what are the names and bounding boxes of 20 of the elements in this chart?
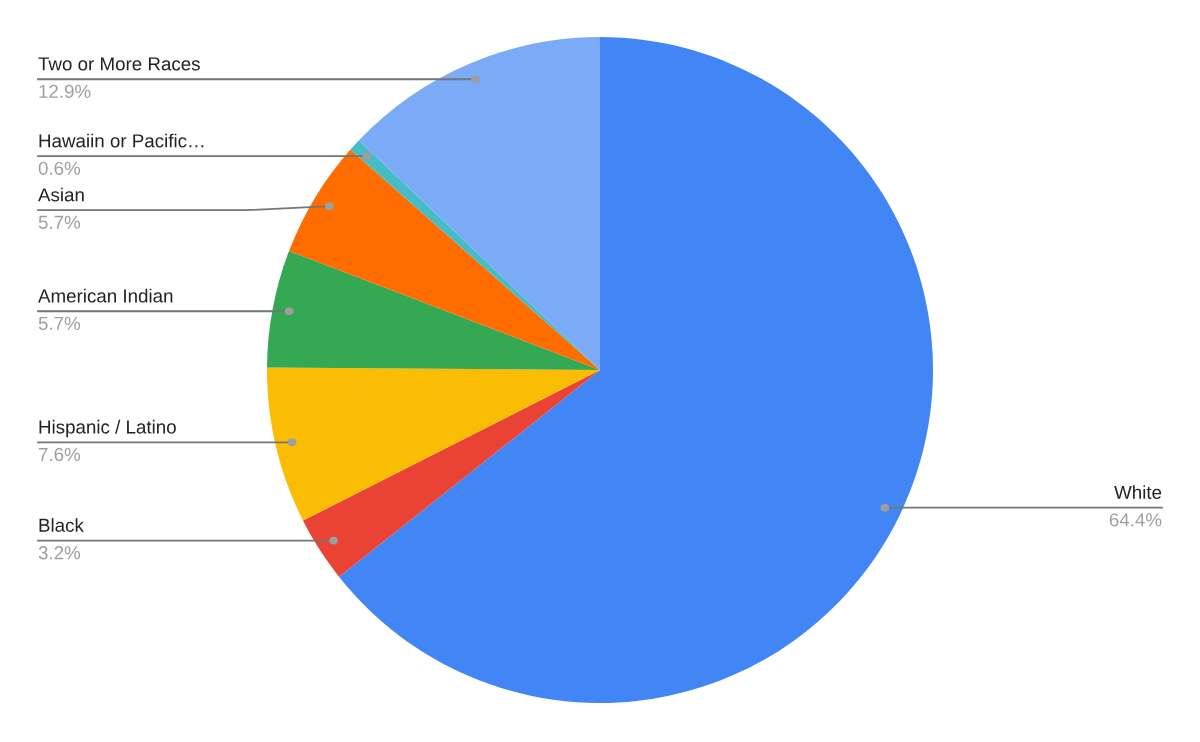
- data-label: 0.6%: [38, 161, 81, 175]
- pie-slice: [289, 149, 600, 370]
- pie-slice: [339, 37, 933, 703]
- slice-label: Black: [39, 518, 84, 532]
- pie-slice: [267, 367, 600, 521]
- pie-slice: [267, 250, 600, 370]
- data-label: 12.9%: [39, 84, 91, 98]
- slice-label: Asian: [38, 187, 84, 202]
- slice-label: Hawaiin or Pacific…: [39, 133, 204, 148]
- pie-slice: [358, 37, 600, 370]
- data-label: 3.2%: [38, 546, 81, 560]
- slice-label: Two or More Races: [38, 57, 200, 71]
- data-label: 64.4%: [1109, 513, 1162, 527]
- data-label: 7.6%: [38, 447, 81, 462]
- data-label: 5.7%: [38, 316, 81, 331]
- slice-label: American Indian: [38, 288, 173, 303]
- slice-label: Hispanic / Latino: [39, 419, 176, 438]
- slice-label: White: [1114, 485, 1162, 500]
- pie-slice: [302, 370, 600, 577]
- data-label: 5.7%: [38, 215, 81, 229]
